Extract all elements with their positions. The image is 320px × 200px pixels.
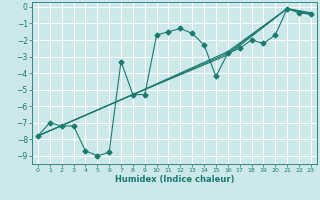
X-axis label: Humidex (Indice chaleur): Humidex (Indice chaleur) — [115, 175, 234, 184]
